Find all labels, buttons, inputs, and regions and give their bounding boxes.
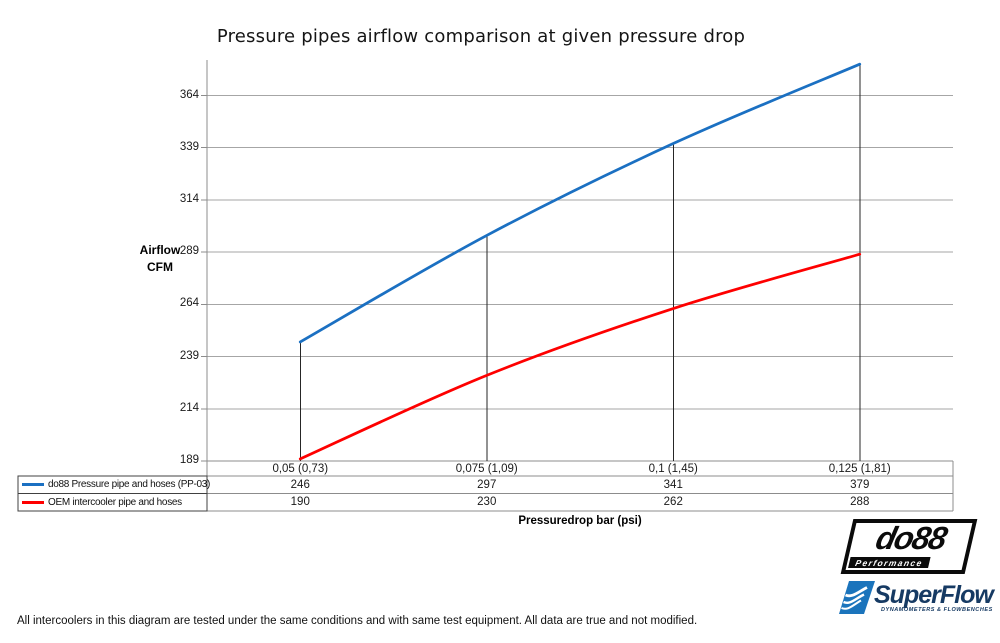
do88-logo: do88 Performance [840,519,978,574]
series-curve-0 [298,62,862,344]
superflow-logo-text: SuperFlow [874,581,994,609]
x-axis-title: Pressuredrop bar (psi) [518,515,642,527]
y-axis-title: Airflow CFM [139,243,181,274]
superflow-logo: SuperFlow DYNAMOMETERS & FLOWBENCHES [838,580,994,615]
superflow-wave-icon [839,581,875,614]
superflow-logo-tagline: DYNAMOMETERS & FLOWBENCHES [881,607,993,613]
do88-logo-tagline: Performance [848,557,931,568]
do88-logo-text: do88 [872,520,950,556]
chart-title: Pressure pipes airflow comparison at giv… [216,26,746,47]
series-curve-1 [298,252,862,461]
footer-note: All intercoolers in this diagram are tes… [17,615,698,627]
